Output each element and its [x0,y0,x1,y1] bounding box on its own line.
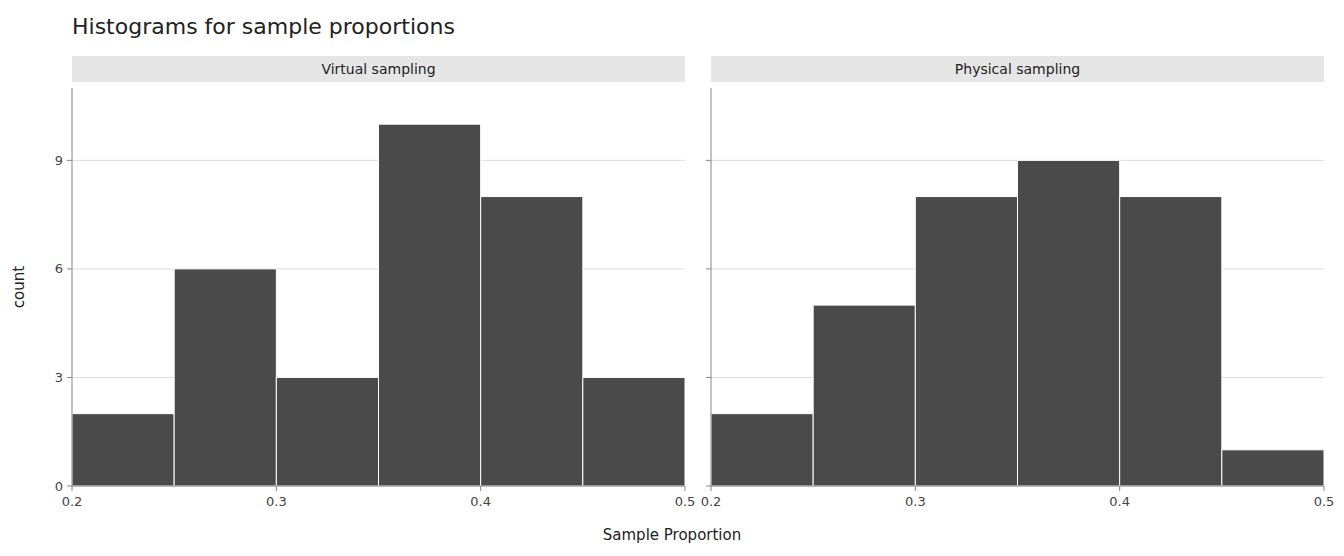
x-tick-label: 0.5 [675,494,696,509]
bar [915,197,1017,486]
x-tick [72,486,73,491]
chart: Histograms for sample proportions Virtual… [0,0,1344,556]
bar [276,377,378,486]
x-axis-line [711,486,1324,487]
bar [1018,160,1120,486]
grid-line [711,486,1324,487]
x-tick [480,486,481,491]
y-axis-line [711,88,712,486]
x-tick-label: 0.2 [701,494,722,509]
y-tick-label: 6 [55,261,63,276]
strip-label: Physical sampling [955,61,1080,77]
y-tick [67,486,72,487]
bar [72,414,174,486]
bar [813,305,915,486]
y-tick [706,268,711,269]
y-tick [67,160,72,161]
grid-line [72,486,685,487]
y-tick [706,486,711,487]
chart-container: Histograms for sample proportions Virtual… [0,0,1344,556]
y-tick [706,377,711,378]
title: Histograms for sample proportions [72,14,455,39]
x-tick-label: 0.4 [1109,494,1130,509]
x-axis-line [72,486,685,487]
panel: Virtual sampling 0.2 0.3 0.4 0.5 0 3 6 9 [55,56,696,509]
y-tick [706,160,711,161]
x-tick-label: 0.3 [266,494,287,509]
bar [174,269,276,486]
strip-label: Virtual sampling [321,61,435,77]
x-tick-label: 0.3 [905,494,926,509]
panel: Physical sampling 0.2 0.3 0.4 0.5 [701,56,1335,509]
strip [72,56,685,82]
bars [72,124,685,486]
y-tick-label: 9 [55,153,63,168]
y-tick-label: 3 [55,370,63,385]
x-tick [711,486,712,491]
y-tick [67,268,72,269]
bar [583,377,685,486]
x-tick [1119,486,1120,491]
bar [1222,450,1324,486]
x-tick-label: 0.5 [1314,494,1335,509]
y-axis-label: count [10,266,28,308]
y-axis-line [72,88,73,486]
bar [481,197,583,486]
y-tick-label: 0 [55,479,63,494]
x-tick [276,486,277,491]
x-tick [915,486,916,491]
bar [379,124,481,486]
strip [711,56,1324,82]
bars [711,160,1324,486]
bar [711,414,813,486]
x-tick-label: 0.4 [470,494,491,509]
y-tick [67,377,72,378]
x-tick [685,486,686,491]
x-axis-label: Sample Proportion [603,526,741,544]
bar [1120,197,1222,486]
x-tick [1324,486,1325,491]
x-tick-label: 0.2 [62,494,83,509]
